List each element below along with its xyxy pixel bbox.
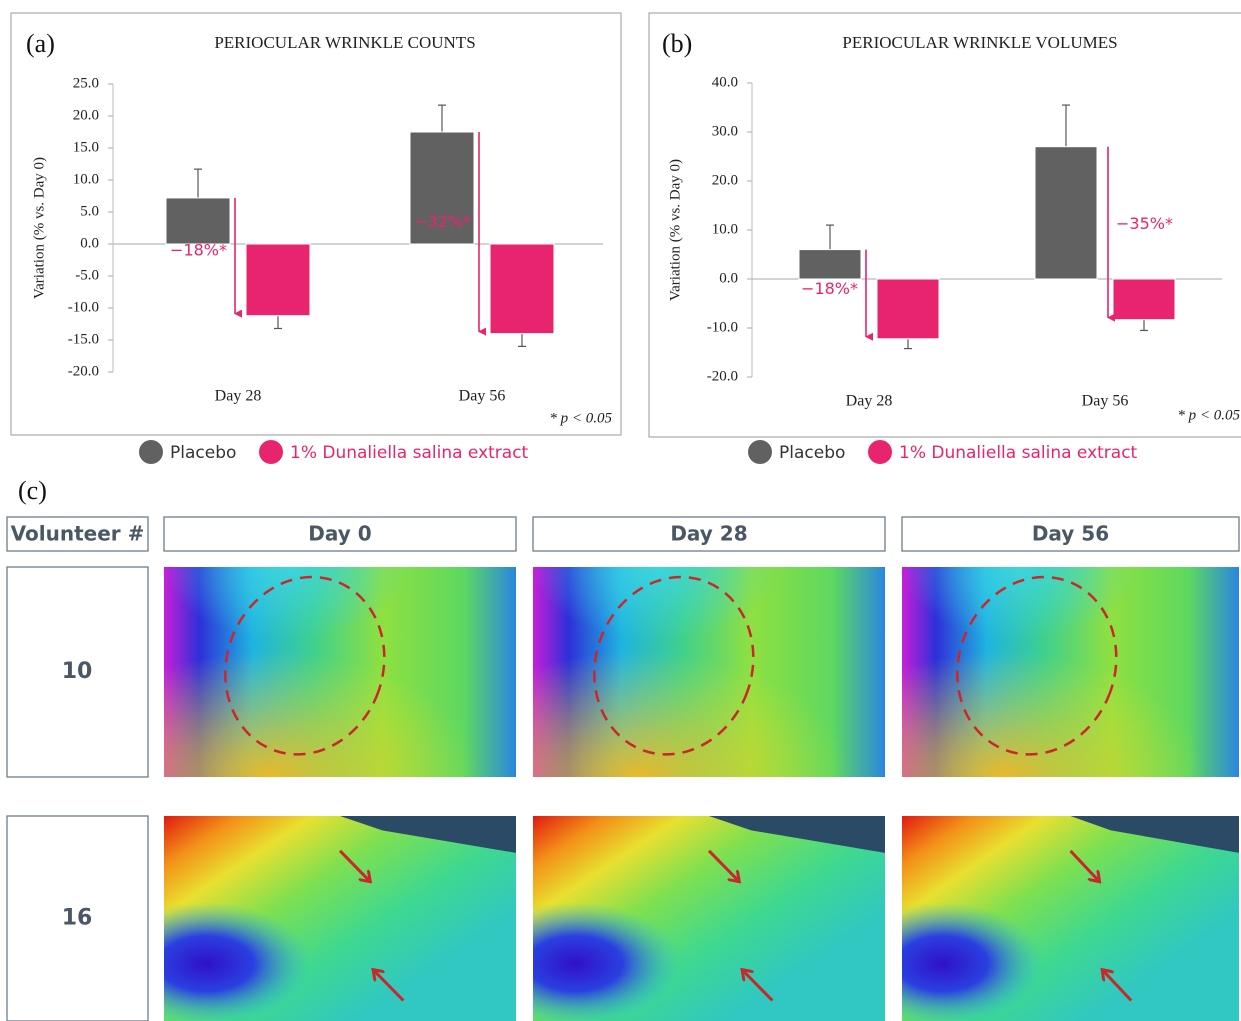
y-tick-label: 40.0 [712, 74, 738, 90]
y-tick-label: 25.0 [73, 75, 99, 91]
y-tick-label: 20.0 [712, 172, 738, 188]
y-tick-label: 15.0 [73, 139, 99, 155]
y-tick-label: 5.0 [80, 203, 99, 219]
annotation: −32%* [414, 212, 471, 231]
note: * p < 0.05 [1177, 407, 1240, 423]
x-tick-label: Day 28 [215, 388, 262, 405]
row-label: 16 [62, 906, 93, 931]
y-tick-label: -15.0 [68, 331, 99, 347]
annotation: −18%* [801, 279, 858, 298]
panel-c: (c) Volunteer # Day 0 Day 28 Day 56 10 16 [7, 476, 1239, 1021]
note: * p < 0.05 [549, 410, 612, 426]
chart-title: PERIOCULAR WRINKLE VOLUMES [842, 33, 1117, 52]
header-label: Volunteer # [11, 522, 145, 546]
panel-label: (b) [662, 29, 692, 58]
legend-swatch [259, 440, 283, 464]
y-axis-label: Variation (% vs. Day 0) [667, 159, 683, 301]
bar [1035, 147, 1097, 279]
x-tick-label: Day 56 [1082, 393, 1129, 410]
topography-overlay [902, 816, 1239, 1021]
y-axis-label: Variation (% vs. Day 0) [31, 157, 47, 299]
topography-overlay [533, 816, 885, 1021]
y-tick-label: -10.0 [707, 319, 738, 335]
header-label: Day 0 [308, 522, 371, 546]
chart-title: PERIOCULAR WRINKLE COUNTS [214, 33, 475, 52]
y-tick-label: -5.0 [75, 267, 99, 283]
panel-label: (c) [18, 476, 47, 505]
y-tick-label: 20.0 [73, 107, 99, 123]
topography-overlay [164, 567, 516, 777]
y-tick-label: -20.0 [68, 363, 99, 379]
figure: (a) PERIOCULAR WRINKLE COUNTS -20.0 -15.0 -1… [0, 0, 1241, 1021]
bar [799, 250, 861, 279]
legend-swatch [748, 440, 772, 464]
topography-overlay [164, 816, 516, 1021]
y-tick-label: 10.0 [712, 221, 738, 237]
x-tick-label: Day 56 [459, 388, 506, 405]
charts: (a) PERIOCULAR WRINKLE COUNTS -20.0 -15.0 -1… [11, 13, 1241, 464]
panel-label: (a) [26, 29, 55, 58]
legend-swatch [139, 440, 163, 464]
bar [1113, 279, 1175, 320]
x-tick-label: Day 28 [846, 393, 893, 410]
y-tick-label: 0.0 [719, 270, 738, 286]
topography-overlay [533, 567, 885, 777]
header-label: Day 56 [1032, 522, 1109, 546]
y-tick-label: 10.0 [73, 171, 99, 187]
chart-frame [11, 13, 621, 435]
y-tick-label: 30.0 [712, 123, 738, 139]
bar-chart: (b) PERIOCULAR WRINKLE VOLUMES -20.0 -10.0 0… [649, 13, 1241, 464]
bar [246, 244, 310, 316]
bar [166, 198, 230, 244]
y-tick-label: 0.0 [80, 235, 99, 251]
bar [877, 279, 939, 339]
header-label: Day 28 [670, 522, 747, 546]
legend-label: 1% Dunaliella salina extract [899, 443, 1138, 463]
annotation: −35%* [1116, 214, 1173, 233]
bar-chart: (a) PERIOCULAR WRINKLE COUNTS -20.0 -15.0 -1… [11, 13, 621, 464]
legend-swatch [868, 440, 892, 464]
legend-label: 1% Dunaliella salina extract [290, 443, 529, 463]
row-label: 10 [62, 659, 93, 684]
legend-label: Placebo [779, 443, 845, 463]
annotation: −18%* [170, 240, 227, 259]
y-tick-label: -20.0 [707, 368, 738, 384]
topography-overlay [902, 567, 1239, 777]
bar [490, 244, 554, 334]
legend-label: Placebo [170, 443, 236, 463]
y-tick-label: -10.0 [68, 299, 99, 315]
